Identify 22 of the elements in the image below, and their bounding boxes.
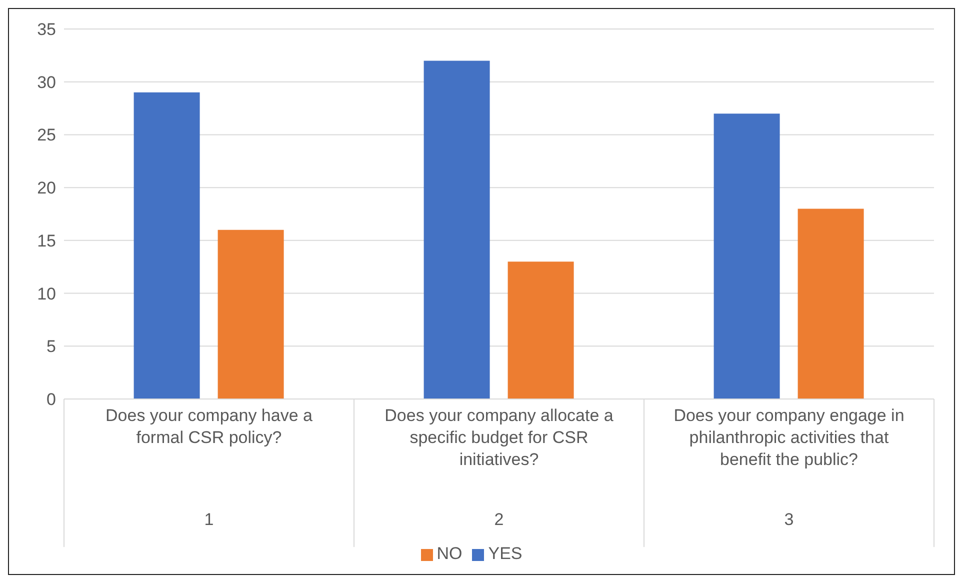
bar [798, 208, 864, 399]
legend-label: YES [488, 544, 522, 563]
y-tick-label: 10 [37, 284, 56, 304]
bar [508, 262, 574, 399]
bar [218, 230, 284, 399]
bar [714, 114, 780, 399]
bar [134, 92, 200, 399]
y-tick-label: 15 [37, 231, 56, 250]
x-tick-label: Does your company allocate a specific budget for CSR initiatives? [384, 406, 614, 469]
x-tick-label: Does your company have a formal CSR policy? [106, 406, 314, 447]
y-tick-label: 25 [37, 126, 56, 145]
legend-label: NO [436, 544, 462, 563]
text: 2 [494, 510, 504, 529]
y-tick-label: 35 [37, 20, 56, 40]
text: 3 [784, 510, 794, 529]
text: 1 [204, 510, 214, 529]
x-tick-label: Does your company engage in philanthropic activities that benefit the public? [674, 406, 904, 469]
y-tick-label: 30 [37, 72, 56, 92]
bar [424, 60, 490, 399]
y-tick-label: 5 [46, 337, 56, 356]
y-tick-label: 0 [46, 390, 56, 410]
y-tick-label: 20 [37, 178, 56, 198]
